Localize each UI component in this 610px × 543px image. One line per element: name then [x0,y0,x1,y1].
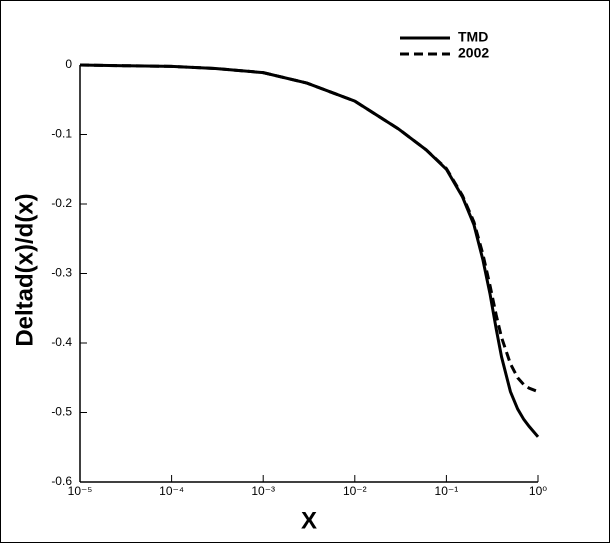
y-axis-title: Deltad(x)/d(x) [11,193,38,346]
y-tick-label: 0 [65,57,72,71]
line-series [79,63,539,394]
y-tick-label: -0.5 [51,405,72,419]
x-tick-label: 10⁻¹ [435,484,459,498]
x-tick-label: 10⁻³ [251,484,275,498]
x-tick-label: 10⁻² [343,484,367,498]
y-tick-label: -0.4 [51,335,72,349]
x-tick-label: 10⁻⁵ [68,484,93,498]
legend-label: 2002 [458,45,489,61]
y-tick-label: -0.3 [51,266,72,280]
x-tick-label: 10⁻⁴ [159,484,184,498]
x-tick-label: 10⁰ [529,484,547,498]
y-tick-label: -0.2 [51,196,72,210]
y-tick-label: -0.1 [51,127,72,141]
y-tick-label: -0.6 [51,474,72,488]
x-axis-title: X [301,507,317,534]
legend-label: TMD [458,29,488,45]
